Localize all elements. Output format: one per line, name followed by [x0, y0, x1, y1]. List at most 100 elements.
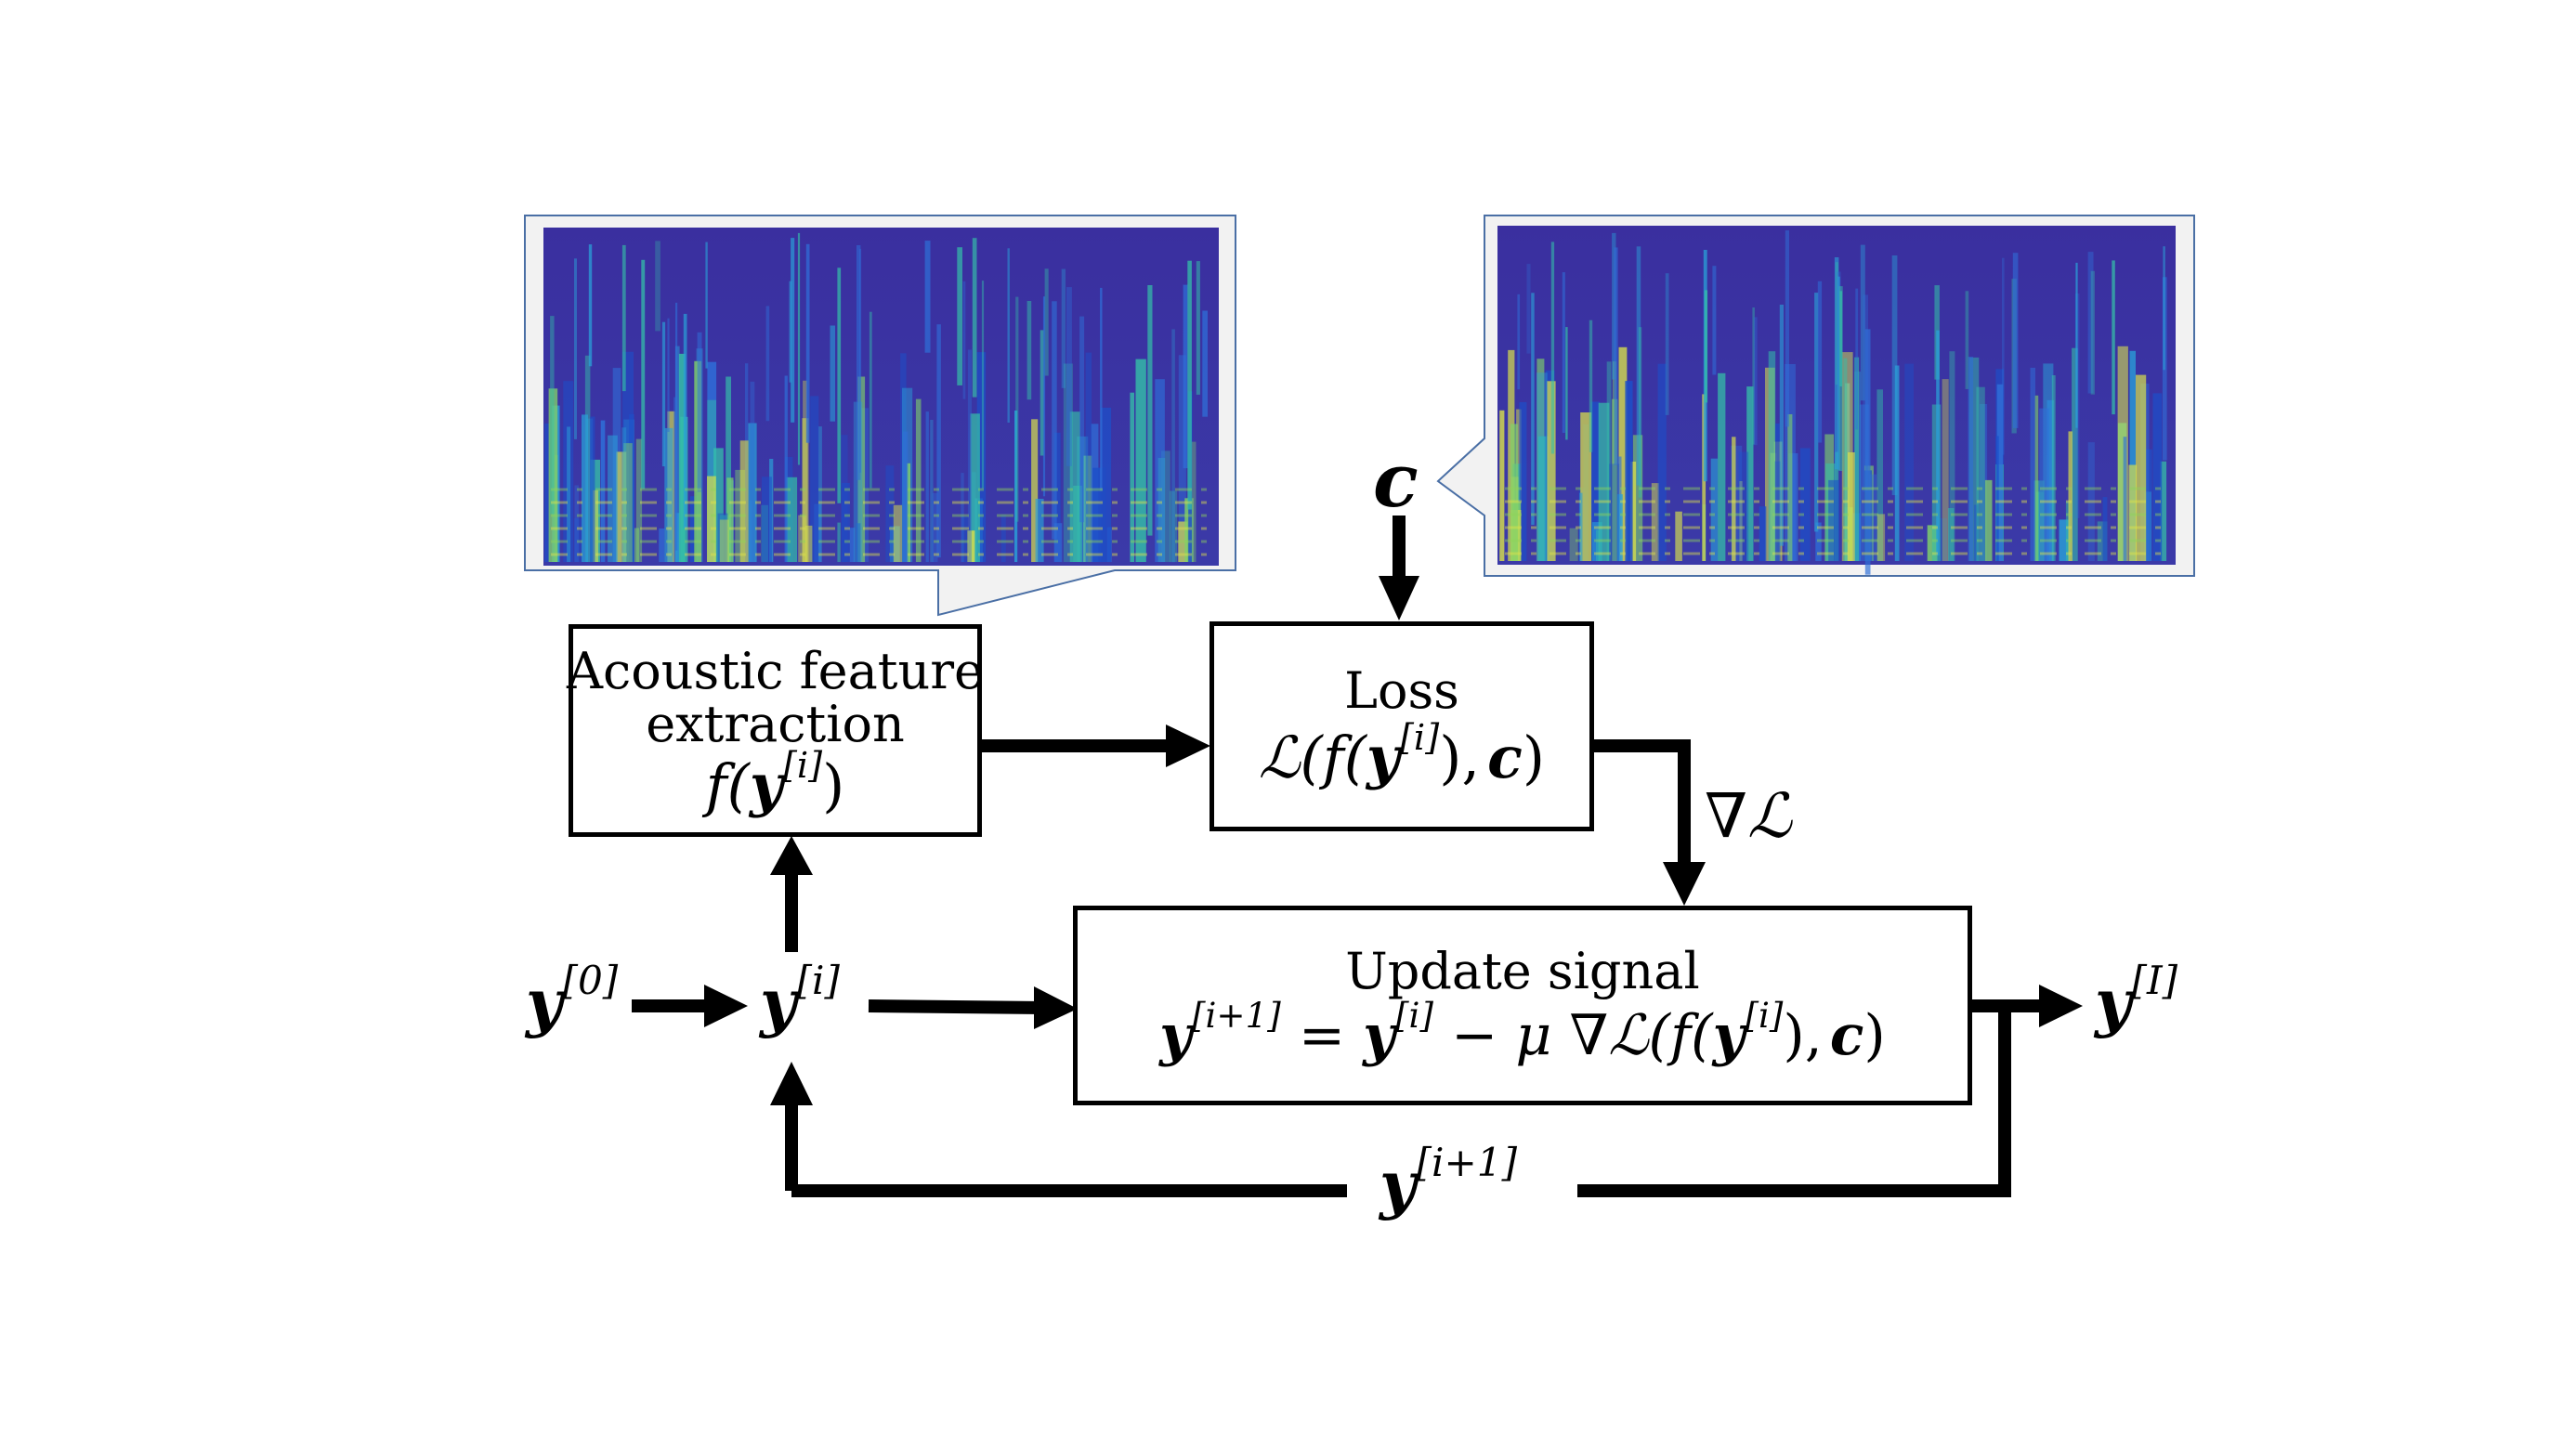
spectrogram-texture: [548, 388, 558, 562]
spectrogram-texture: [544, 423, 551, 562]
spectrogram-texture: [1589, 320, 1593, 452]
spectrogram-texture: [574, 485, 579, 562]
spectrogram-texture: [1616, 494, 1623, 561]
spectrogram-texture: [1936, 330, 1940, 555]
spectrogram-texture: [1612, 398, 1618, 561]
spectrogram-texture: [837, 522, 841, 562]
spectrogram-texture: [1718, 372, 1726, 561]
spectrogram-texture: [2034, 395, 2039, 561]
label-y-next: y[i+1]: [1380, 1140, 1518, 1222]
feature-extraction-box: Acoustic feature extraction f(y[i]): [567, 624, 984, 837]
spectrogram-texture: [2160, 461, 2167, 561]
spectrogram-texture: [1904, 363, 1914, 561]
spectrogram-texture: [661, 321, 666, 467]
spectrogram-texture: [1187, 260, 1192, 510]
spectrogram-texture: [574, 258, 577, 439]
spectrogram-texture: [967, 530, 975, 562]
spectrogram-texture: [1098, 467, 1106, 562]
loss-box-formula: ℒ(f(y[i]), c): [1258, 716, 1546, 791]
spectrogram-texture: [802, 418, 809, 562]
arrowhead-output: [2039, 985, 2083, 1027]
spectrogram-texture: [841, 435, 848, 562]
update-signal-box: Update signal y[i+1] = y[i] − μ ∇ℒ(f(y[i…: [1073, 906, 1972, 1105]
spectrogram-texture: [2012, 253, 2019, 428]
spectrogram-texture: [1841, 352, 1853, 561]
spectrogram-texture: [1651, 483, 1659, 561]
spectrogram-texture: [915, 398, 922, 562]
spectrogram-texture: [1768, 351, 1776, 561]
spectrogram-texture: [805, 243, 810, 443]
spectrogram-texture: [1828, 479, 1840, 561]
spectrogram-texture: [707, 361, 717, 562]
update-box-title: Update signal: [1345, 941, 1700, 1000]
spectrogram-texture: [1876, 389, 1883, 561]
spectrogram-texture: [1980, 404, 1988, 561]
spectrogram-texture: [1860, 244, 1865, 401]
spectrogram-texture: [1759, 506, 1767, 561]
spectrogram-texture: [1815, 522, 1822, 561]
spectrogram-texture: [2087, 252, 2094, 394]
label-yi: y[i]: [760, 958, 840, 1040]
spectrogram-texture: [1042, 296, 1046, 497]
spectrogram-texture: [1499, 410, 1505, 561]
spectrogram-texture: [856, 523, 861, 562]
spectrogram-texture: [885, 465, 895, 562]
spectrogram-texture: [590, 416, 595, 562]
spectrogram-texture: [2163, 246, 2165, 371]
spectrogram-texture: [1739, 481, 1743, 561]
spectrogram-texture: [2039, 408, 2049, 561]
spectrogram-texture: [786, 476, 798, 562]
spectrogram-texture: [1579, 492, 1583, 561]
spectrogram-texture: [2117, 346, 2128, 561]
spectrogram-texture: [600, 420, 606, 562]
spectrogram-texture: [608, 435, 618, 562]
spectrogram-texture: [1891, 255, 1898, 496]
spectrogram-texture: [1026, 301, 1032, 400]
spectrogram-texture: [2090, 270, 2095, 395]
spectrogram-texture: [924, 241, 931, 353]
spectrogram-texture: [1169, 490, 1178, 562]
spectrogram-texture: [726, 477, 734, 562]
spectrogram-texture: [586, 418, 594, 562]
spectrogram-texture: [673, 397, 677, 562]
spectrogram-texture: [1596, 529, 1600, 561]
spectrogram-texture: [1817, 281, 1823, 443]
spectrogram-texture: [2152, 393, 2163, 561]
label-c: c: [1373, 437, 1419, 524]
spectrogram-texture: [765, 306, 770, 422]
spectrogram-texture: [2030, 367, 2035, 561]
spectrogram-texture: [635, 438, 643, 562]
spectrogram-texture: [1787, 414, 1793, 561]
spectrogram-texture: [1869, 474, 1877, 561]
spectrogram-texture: [2144, 491, 2151, 561]
spectrogram-texture: [726, 376, 731, 562]
spectrogram-texture: [789, 281, 792, 383]
spectrogram-texture: [961, 473, 964, 562]
feature-box-formula: f(y[i]): [705, 744, 845, 819]
spectrogram-texture: [1612, 232, 1616, 380]
spectrogram-texture: [1531, 293, 1535, 525]
spectrogram-texture: [2051, 375, 2056, 561]
spectrogram-texture: [1785, 230, 1789, 427]
spectrogram-texture: [849, 528, 856, 562]
spectrogram-texture: [2102, 497, 2108, 561]
spectrogram-texture: [1630, 462, 1637, 561]
arrowhead-feedback: [770, 1062, 813, 1105]
spectrogram-texture: [972, 238, 977, 398]
spectrogram-texture: [623, 443, 633, 562]
spectrogram-texture: [1606, 361, 1612, 561]
spectrogram-texture: [1894, 365, 1900, 561]
spectrogram-texture: [1942, 379, 1949, 561]
spectrogram-texture: [674, 346, 680, 562]
spectrogram-texture: [1638, 327, 1642, 498]
spectrogram-texture: [1996, 384, 2004, 561]
label-y0: y[0]: [526, 958, 619, 1040]
label-grad-loss: ∇ℒ: [1705, 780, 1792, 852]
spectrogram-texture: [1968, 357, 1974, 561]
spectrogram-texture: [1843, 358, 1848, 561]
connectors: [632, 516, 2042, 1197]
spectrogram-texture: [1052, 301, 1057, 540]
spectrogram-texture: [856, 245, 861, 480]
spectrogram-texture: [1753, 317, 1758, 446]
spectrogram-texture: [1936, 518, 1947, 561]
